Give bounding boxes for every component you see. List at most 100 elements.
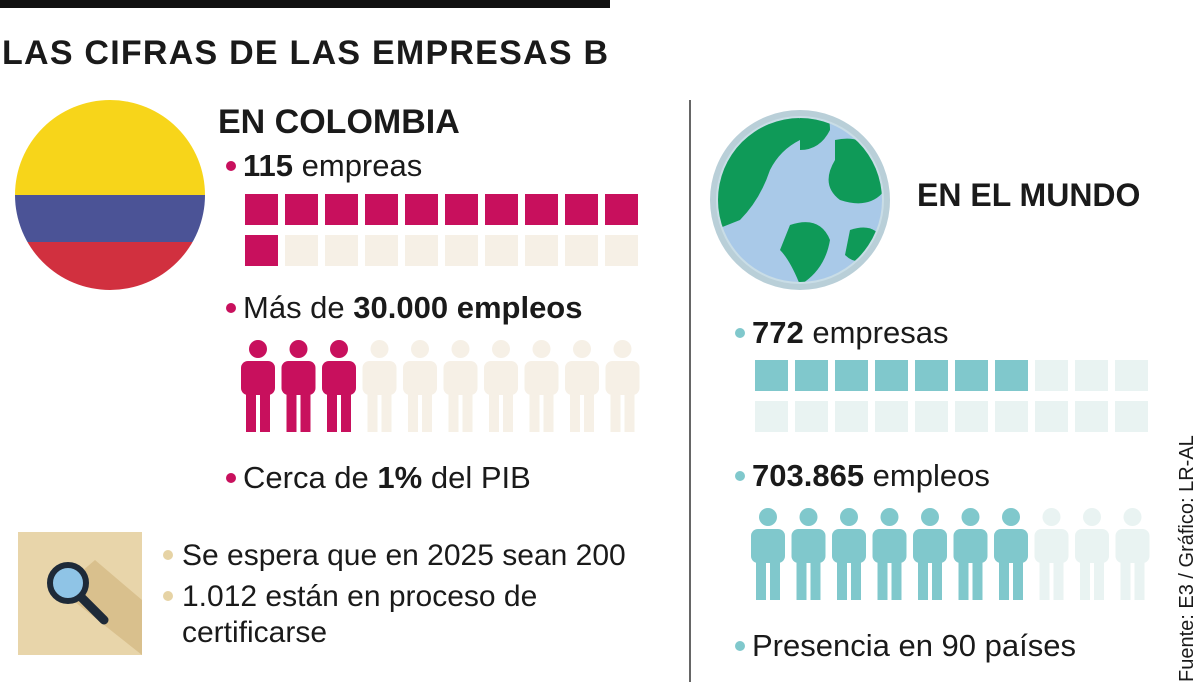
square-icon <box>365 194 398 225</box>
note-text: certificarse <box>182 616 327 649</box>
leg <box>958 548 969 600</box>
head <box>289 340 308 358</box>
square-icon <box>755 401 788 432</box>
square-icon <box>1035 401 1068 432</box>
leg <box>300 380 311 432</box>
leg <box>1053 548 1064 600</box>
leg <box>624 380 635 432</box>
leg <box>1094 548 1104 600</box>
bullet <box>163 550 173 560</box>
leg <box>1039 548 1050 600</box>
person-icon <box>872 508 907 600</box>
person-icon <box>791 508 826 600</box>
person-icon <box>322 340 356 432</box>
head <box>532 340 551 358</box>
section-heading: EN EL MUNDO <box>917 177 1140 213</box>
person-icon <box>565 340 599 432</box>
head <box>613 340 632 358</box>
square-icon <box>1115 401 1148 432</box>
head <box>921 508 939 526</box>
person-icon <box>605 340 640 432</box>
bullet-text: 703.865 empleos <box>752 458 990 493</box>
square-icon <box>915 360 948 391</box>
square-icon <box>405 235 438 266</box>
person-icon <box>1034 508 1069 600</box>
bullet-text: Cerca de 1% del PIB <box>243 460 531 495</box>
leg <box>1134 548 1145 600</box>
square-icon <box>995 401 1028 432</box>
text: Más de <box>243 290 353 325</box>
leg <box>422 380 432 432</box>
note-text: 1.012 están en proceso de <box>182 580 537 613</box>
bullet <box>226 303 236 313</box>
bold-text: 772 <box>752 315 804 350</box>
text: Presencia en 90 países <box>752 628 1076 663</box>
section-heading: EN COLOMBIA <box>218 103 460 141</box>
square-icon <box>835 401 868 432</box>
leg <box>1013 548 1023 600</box>
bullet <box>226 161 236 171</box>
leg <box>1120 548 1131 600</box>
leg <box>543 380 554 432</box>
text: empleos <box>864 458 990 493</box>
square-icon <box>525 194 558 225</box>
square-icon <box>955 360 988 391</box>
leg <box>529 380 540 432</box>
leg <box>246 380 256 432</box>
square-icon <box>875 401 908 432</box>
square-icon <box>245 194 278 225</box>
leg <box>260 380 270 432</box>
person-icon <box>484 340 518 432</box>
square-icon <box>445 235 478 266</box>
leg <box>448 380 459 432</box>
square-icon <box>405 194 438 225</box>
leg <box>972 548 983 600</box>
square-icon <box>525 235 558 266</box>
text: del PIB <box>422 460 531 495</box>
square-icon <box>565 235 598 266</box>
leg <box>503 380 513 432</box>
square-icon <box>605 235 638 266</box>
square-icon <box>245 235 278 266</box>
square-icon <box>1075 401 1108 432</box>
person-icon <box>443 340 478 432</box>
square-icon <box>285 194 318 225</box>
square-icon <box>445 194 478 225</box>
bold-text: 30.000 empleos <box>353 290 582 325</box>
leg <box>367 380 378 432</box>
head <box>573 340 591 358</box>
leg <box>877 548 888 600</box>
square-icon <box>365 235 398 266</box>
leg <box>341 380 351 432</box>
text: empreas <box>293 148 422 183</box>
square-icon <box>565 194 598 225</box>
bullet <box>735 471 745 481</box>
bullet <box>735 641 745 651</box>
leg <box>810 548 821 600</box>
square-icon <box>755 360 788 391</box>
bullet-text: 772 empresas <box>752 315 948 350</box>
head <box>1083 508 1101 526</box>
leg <box>932 548 942 600</box>
person-icon <box>1115 508 1150 600</box>
bullet <box>226 473 236 483</box>
leg <box>796 548 807 600</box>
leg <box>1080 548 1090 600</box>
square-icon <box>875 360 908 391</box>
square-icon <box>1035 360 1068 391</box>
leg <box>851 548 861 600</box>
globe <box>710 110 890 290</box>
person-icon <box>241 340 275 432</box>
title: LAS CIFRAS DE LAS EMPRESAS B <box>2 34 608 72</box>
head <box>492 340 510 358</box>
bullet-text: 115 empreas <box>243 148 422 183</box>
bold-text: 1% <box>377 460 422 495</box>
head <box>799 508 818 526</box>
square-icon <box>605 194 638 225</box>
head <box>411 340 429 358</box>
top-bar <box>0 0 610 8</box>
square-icon <box>795 360 828 391</box>
square-icon <box>1115 360 1148 391</box>
square-icon <box>1075 360 1108 391</box>
